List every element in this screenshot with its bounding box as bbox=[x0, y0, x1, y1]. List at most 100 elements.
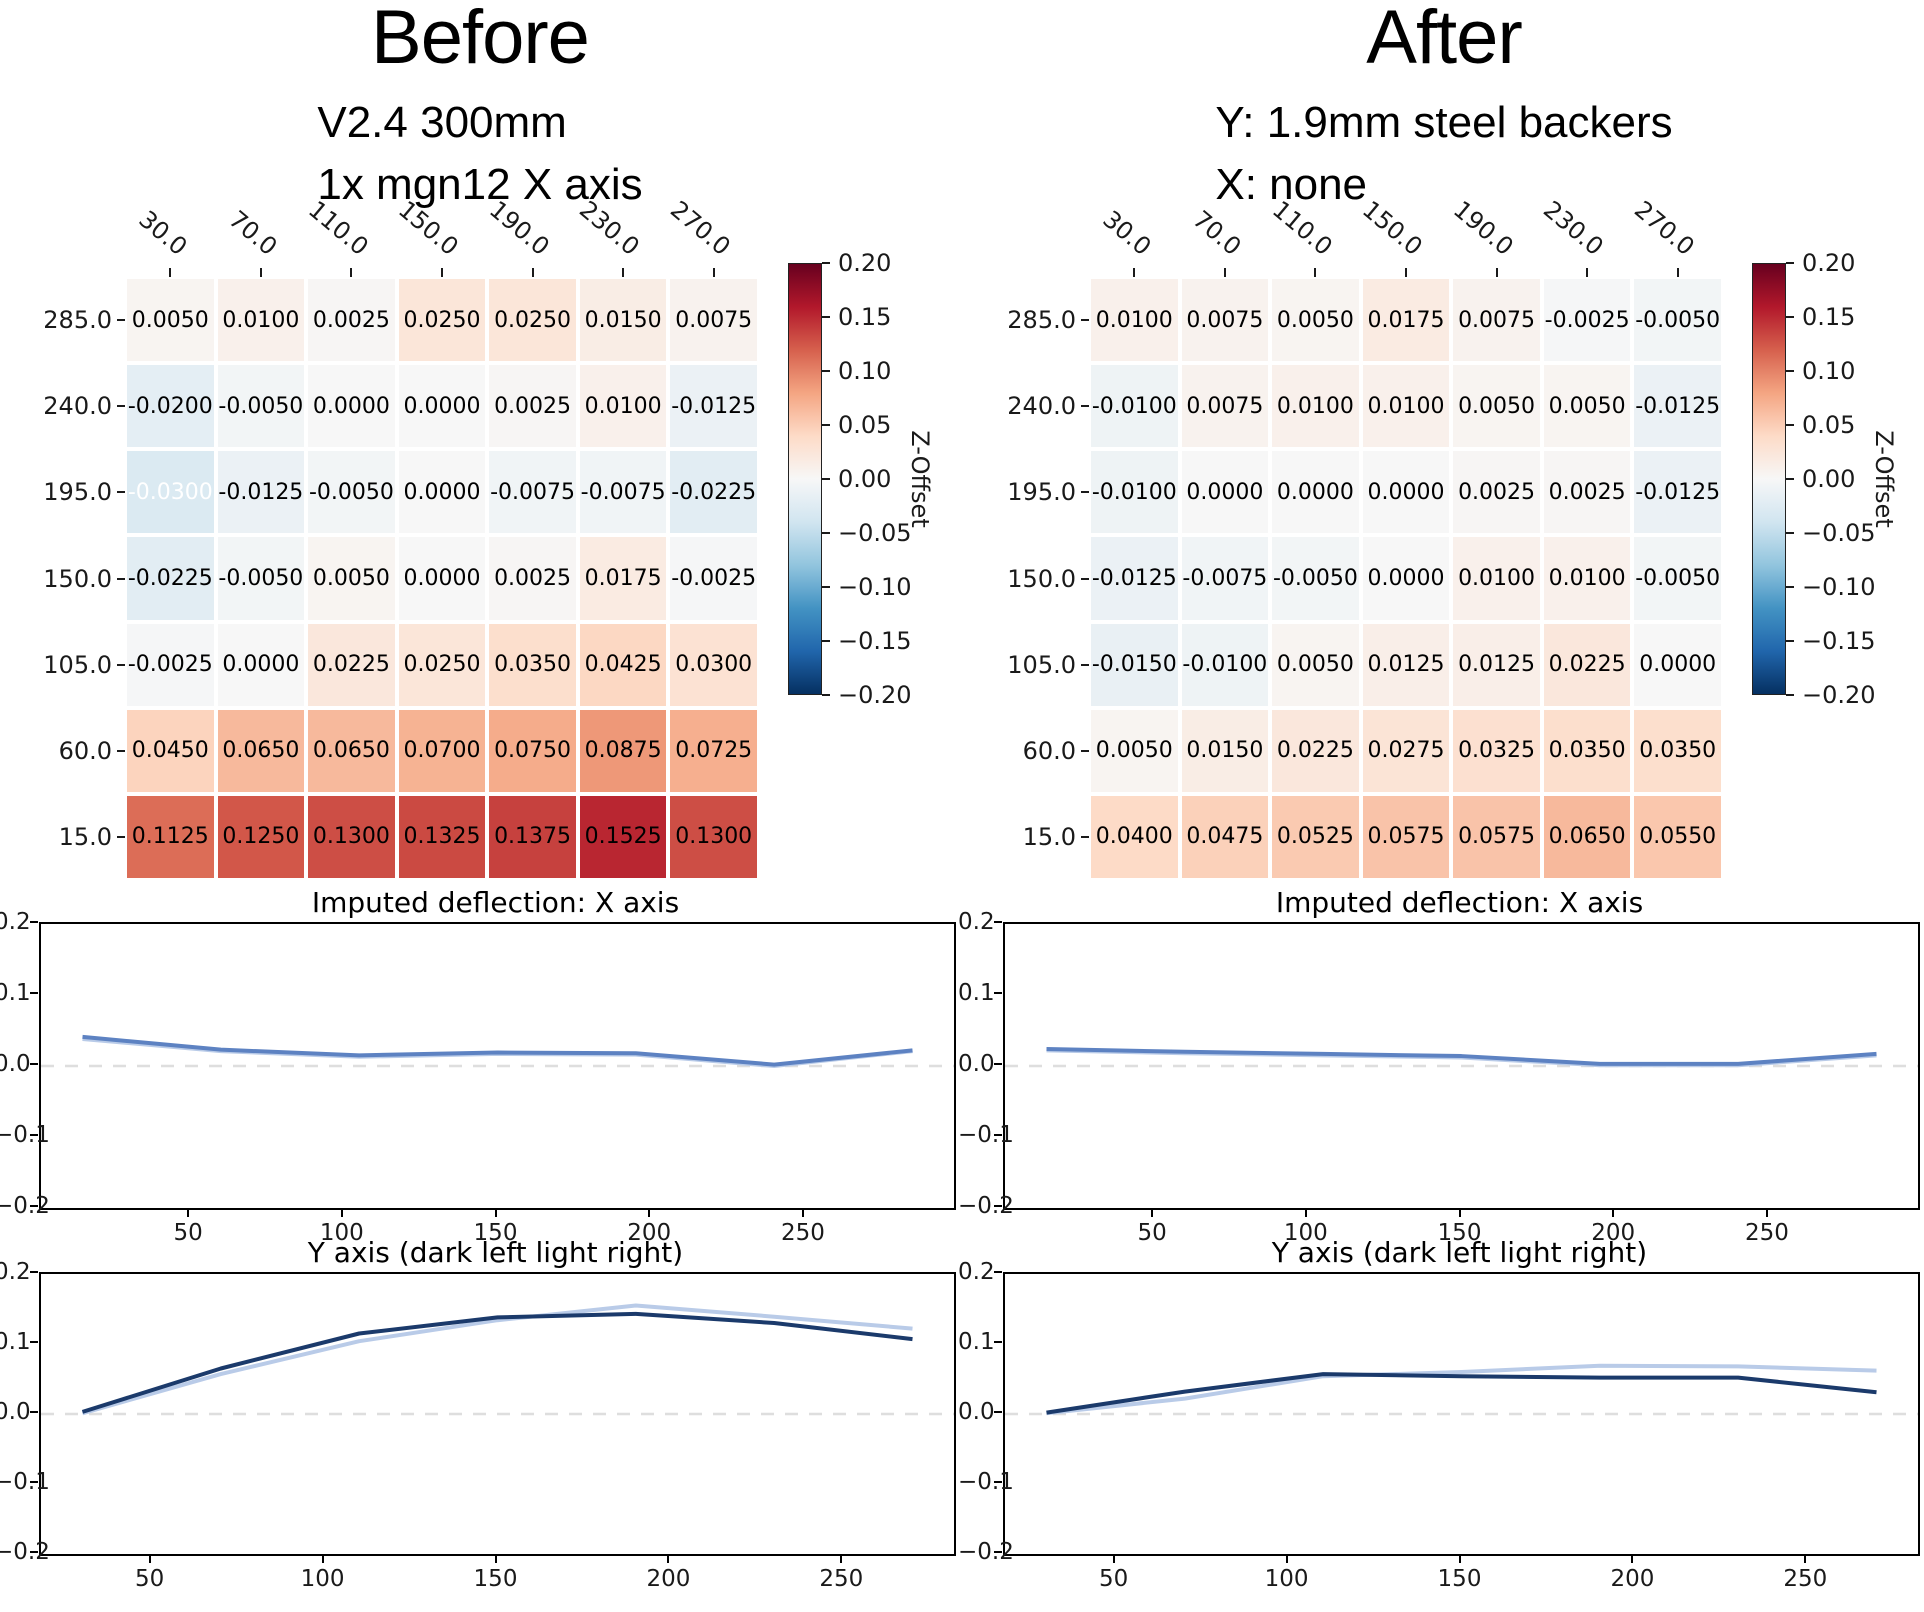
heatmap-cell: -0.0125 bbox=[1634, 451, 1721, 534]
colorbar-tick bbox=[1786, 640, 1794, 642]
heatmap-col-tick bbox=[1314, 268, 1317, 277]
heatmap-cell: 0.0075 bbox=[1453, 279, 1540, 362]
y-tick-label: −0.2 bbox=[958, 1539, 1014, 1565]
heatmap-cell: 0.0650 bbox=[1543, 795, 1631, 878]
heatmap-cell: -0.0300 bbox=[127, 451, 214, 534]
before-xplot-title: Imputed deflection: X axis bbox=[311, 886, 680, 919]
heatmap-cell: -0.0050 bbox=[217, 365, 305, 448]
x-tick-label: 50 bbox=[173, 1220, 203, 1246]
heatmap-cell: 0.0725 bbox=[670, 709, 757, 792]
heatmap-cell: 0.0525 bbox=[1272, 795, 1359, 878]
heatmap-cell: 0.0650 bbox=[217, 709, 305, 792]
heatmap-cell: 0.0025 bbox=[489, 537, 576, 620]
y-tick-label: 0.1 bbox=[0, 1329, 31, 1355]
x-tick bbox=[1151, 1208, 1154, 1217]
y-tick-label: 0.2 bbox=[958, 909, 995, 935]
heatmap-cell: 0.0350 bbox=[489, 623, 576, 706]
heatmap-cell: 0.0100 bbox=[1453, 537, 1540, 620]
y-tick bbox=[30, 921, 38, 923]
heatmap-cell: 0.0225 bbox=[1272, 709, 1359, 792]
x-tick bbox=[1285, 1554, 1288, 1563]
heatmap-cell: 0.0000 bbox=[1362, 537, 1450, 620]
heatmap-cell: -0.0125 bbox=[217, 451, 305, 534]
before-yplot-title: Y axis (dark left light right) bbox=[307, 1236, 684, 1269]
heatmap-cell: 0.0025 bbox=[489, 365, 576, 448]
heatmap-grid: 0.0100 0.0075 0.0050 0.0175 0.0075 -0.0025 -0.… bbox=[1091, 279, 1721, 878]
heatmap-col-tick bbox=[441, 268, 443, 277]
heatmap-cell: -0.0150 bbox=[1091, 623, 1178, 706]
heatmap-cell: -0.0125 bbox=[1091, 537, 1178, 620]
heatmap-cell: 0.0575 bbox=[1453, 795, 1540, 878]
heatmap-row-label: 105.0 bbox=[43, 650, 112, 679]
colorbar-tick-label: −0.20 bbox=[838, 681, 912, 709]
heatmap-col-tick bbox=[350, 268, 353, 277]
after-subtitle-line-2: X: none bbox=[1215, 160, 1368, 210]
y-tick-label: −0.2 bbox=[958, 1193, 1014, 1219]
before-yplot bbox=[39, 1272, 956, 1556]
heatmap-col-tick bbox=[1133, 268, 1136, 277]
colorbar-tick bbox=[1786, 370, 1794, 372]
before-subtitle: V2.4 300mm 1x mgn12 X axis bbox=[0, 92, 960, 217]
after-yplot-title: Y axis (dark left light right) bbox=[1271, 1236, 1648, 1269]
colorbar-tick-label: 0.15 bbox=[838, 303, 892, 331]
heatmap-cell: 0.0450 bbox=[127, 709, 214, 792]
heatmap-cell: 0.0250 bbox=[489, 279, 576, 362]
x-tick bbox=[1112, 1554, 1115, 1563]
heatmap-cell: 0.0150 bbox=[579, 279, 667, 362]
colorbar-tick bbox=[1786, 262, 1794, 264]
x-tick-label: 250 bbox=[819, 1566, 864, 1592]
y-tick-label: 0.2 bbox=[958, 1259, 995, 1285]
heatmap-cell: -0.0125 bbox=[670, 365, 757, 448]
y-tick bbox=[30, 1341, 38, 1343]
heatmap-grid: 0.0050 0.0100 0.0025 0.0250 0.0250 0.0150 0.00… bbox=[127, 279, 757, 878]
heatmap-cell: 0.0650 bbox=[308, 709, 395, 792]
heatmap-cell: -0.0075 bbox=[489, 451, 576, 534]
x-tick-label: 50 bbox=[1099, 1566, 1129, 1592]
x-tick bbox=[1612, 1208, 1615, 1217]
x-tick-label: 150 bbox=[473, 1566, 518, 1592]
heatmap-cell: 0.1525 bbox=[579, 795, 667, 878]
colorbar-tick-label: 0.15 bbox=[1802, 303, 1856, 331]
heatmap-cell: -0.0075 bbox=[1181, 537, 1269, 620]
y-tick-label: −0.2 bbox=[0, 1539, 50, 1565]
y-tick-label: 0.0 bbox=[958, 1399, 995, 1425]
y-tick-label: −0.1 bbox=[0, 1122, 50, 1148]
y-tick bbox=[994, 1411, 1002, 1413]
heatmap-col-tick bbox=[1223, 268, 1226, 277]
before-panel: Before V2.4 300mm 1x mgn12 X axis 0.0050… bbox=[0, 0, 960, 1612]
x-tick bbox=[340, 1208, 343, 1217]
heatmap-cell: 0.0000 bbox=[1181, 451, 1269, 534]
heatmap-cell: 0.0175 bbox=[1362, 279, 1450, 362]
colorbar-tick bbox=[822, 694, 830, 696]
heatmap-cell: -0.0025 bbox=[127, 623, 214, 706]
heatmap-row-label: 285.0 bbox=[1007, 306, 1076, 335]
colorbar-tick-label: 0.10 bbox=[1802, 357, 1856, 385]
heatmap-cell: 0.0250 bbox=[398, 623, 486, 706]
x-tick-label: 100 bbox=[319, 1220, 364, 1246]
y-tick bbox=[30, 1205, 38, 1207]
x-tick bbox=[494, 1554, 497, 1563]
heatmap-row-label: 195.0 bbox=[1007, 478, 1076, 507]
x-tick bbox=[1458, 1554, 1461, 1563]
colorbar-tick-label: −0.10 bbox=[838, 573, 912, 601]
x-tick bbox=[1304, 1208, 1307, 1217]
heatmap-row-label: 240.0 bbox=[1007, 392, 1076, 421]
y-tick bbox=[994, 1551, 1002, 1553]
heatmap-cell: 0.0100 bbox=[1272, 365, 1359, 448]
heatmap-row-tick bbox=[1081, 749, 1089, 752]
heatmap-row-tick bbox=[1081, 663, 1089, 666]
colorbar-tick-label: 0.05 bbox=[1802, 411, 1856, 439]
colorbar-tick-label: −0.15 bbox=[1802, 627, 1876, 655]
heatmap-row-tick bbox=[117, 319, 125, 322]
y-tick bbox=[994, 992, 1002, 994]
colorbar-tick-label: −0.05 bbox=[838, 519, 912, 547]
heatmap-cell: -0.0225 bbox=[127, 537, 214, 620]
y-tick-label: 0.1 bbox=[0, 980, 31, 1006]
y-tick-label: 0.0 bbox=[958, 1051, 995, 1077]
x-tick bbox=[148, 1554, 151, 1563]
heatmap-cell: 0.0000 bbox=[398, 365, 486, 448]
x-tick bbox=[187, 1208, 190, 1217]
heatmap-cell: -0.0050 bbox=[1272, 537, 1359, 620]
heatmap-cell: 0.0000 bbox=[398, 451, 486, 534]
heatmap-row-label: 150.0 bbox=[1007, 564, 1076, 593]
